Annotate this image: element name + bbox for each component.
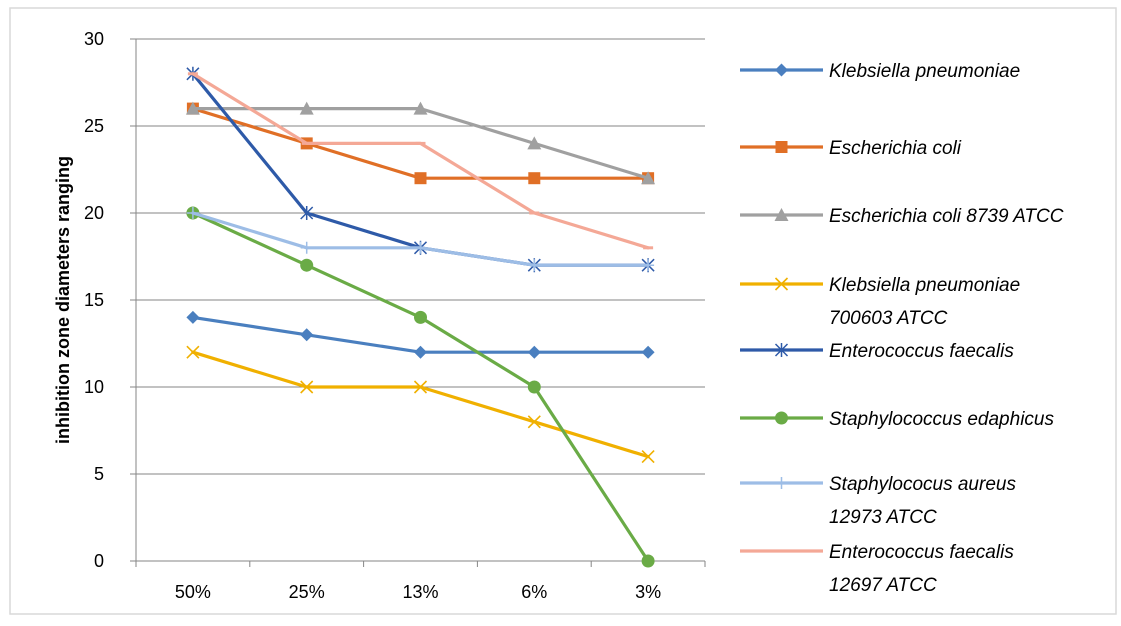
data-point — [527, 136, 542, 150]
data-point — [413, 101, 428, 115]
legend-item: Escherichia coli — [740, 138, 962, 159]
data-point — [775, 477, 788, 489]
legend-item: Enterococcus faecalis 12697 ATCC — [740, 542, 1014, 596]
data-point — [527, 380, 541, 394]
data-point — [527, 415, 541, 429]
data-point — [186, 345, 200, 359]
chart-border — [9, 7, 1117, 615]
series-lines — [185, 66, 656, 568]
x-tick-label: 25% — [289, 582, 325, 602]
data-point — [641, 171, 656, 185]
data-point — [300, 380, 314, 394]
data-point — [413, 380, 428, 394]
legend-label: 12697 ATCC — [829, 575, 937, 596]
y-tick-label: 15 — [84, 290, 104, 310]
data-point — [186, 207, 199, 219]
legend-label: Staphylococus aureus — [829, 474, 1016, 495]
data-point — [300, 206, 314, 220]
axes — [130, 38, 706, 567]
legend-label: Escherichia coli — [829, 138, 962, 159]
data-point — [775, 411, 788, 425]
legend-item: Escherichia coli 8739 ATCC — [740, 206, 1064, 227]
legend-label: 700603 ATCC — [829, 308, 948, 329]
legend-item: Staphylococcus edaphicus — [740, 409, 1054, 430]
data-point — [528, 172, 541, 185]
y-tick-label: 5 — [94, 464, 104, 484]
data-point — [527, 345, 541, 359]
y-tick-label: 20 — [84, 203, 104, 223]
legend-label: 12973 ATCC — [829, 507, 937, 528]
gridlines — [136, 38, 705, 475]
legend-item: Enterococcus faecalis — [740, 341, 1014, 362]
x-tick-label: 3% — [635, 582, 661, 602]
series-3 — [185, 101, 656, 185]
data-point — [774, 277, 789, 291]
data-point — [300, 258, 314, 272]
series-7 — [186, 207, 655, 272]
y-tick-label: 0 — [94, 551, 104, 571]
legend-label: Klebsiella pneumoniae — [829, 61, 1020, 82]
legend-item: Klebsiella pneumoniae 700603 ATCC — [740, 275, 1020, 329]
data-point — [774, 208, 789, 221]
legend: Klebsiella pneumoniae Escherichia coli Esc… — [740, 61, 1064, 596]
legend-label: Enterococcus faecalis — [829, 341, 1014, 362]
data-point — [185, 101, 200, 115]
data-point — [414, 310, 427, 324]
legend-item: Staphylococus aureus 12973 ATCC — [740, 474, 1016, 528]
series-1 — [186, 310, 655, 359]
data-point — [300, 328, 314, 342]
series-4 — [186, 345, 655, 464]
legend-label: Klebsiella pneumoniae — [829, 275, 1020, 296]
legend-label: Staphylococcus edaphicus — [829, 409, 1054, 430]
series-6 — [186, 206, 655, 568]
x-tick-label: 13% — [402, 582, 438, 602]
data-point — [775, 63, 788, 77]
x-tick-label: 6% — [521, 582, 547, 602]
data-point — [300, 241, 313, 254]
data-point — [186, 310, 200, 324]
data-point — [528, 259, 541, 272]
data-point — [414, 172, 427, 185]
tick-labels: 0 5 10 15 20 25 30 50% 25% 13% 6% 3% — [84, 29, 661, 602]
y-tick-label: 25 — [84, 116, 104, 136]
data-point — [775, 141, 788, 153]
legend-item: Klebsiella pneumoniae — [740, 61, 1020, 82]
data-point — [414, 241, 427, 254]
data-point — [641, 450, 655, 464]
data-point — [642, 259, 655, 272]
series-8 — [187, 72, 654, 250]
data-point — [641, 554, 655, 568]
data-point — [299, 101, 314, 115]
y-tick-label: 30 — [84, 29, 104, 49]
legend-label: Escherichia coli 8739 ATCC — [829, 206, 1064, 227]
data-point — [774, 343, 789, 357]
x-tick-label: 50% — [175, 582, 211, 602]
data-point — [641, 345, 655, 359]
y-tick-label: 10 — [84, 377, 104, 397]
data-point — [414, 345, 427, 359]
y-axis-label: inhibition zone diameters ranging — [53, 156, 73, 444]
legend-label: Enterococcus faecalis — [829, 542, 1014, 563]
